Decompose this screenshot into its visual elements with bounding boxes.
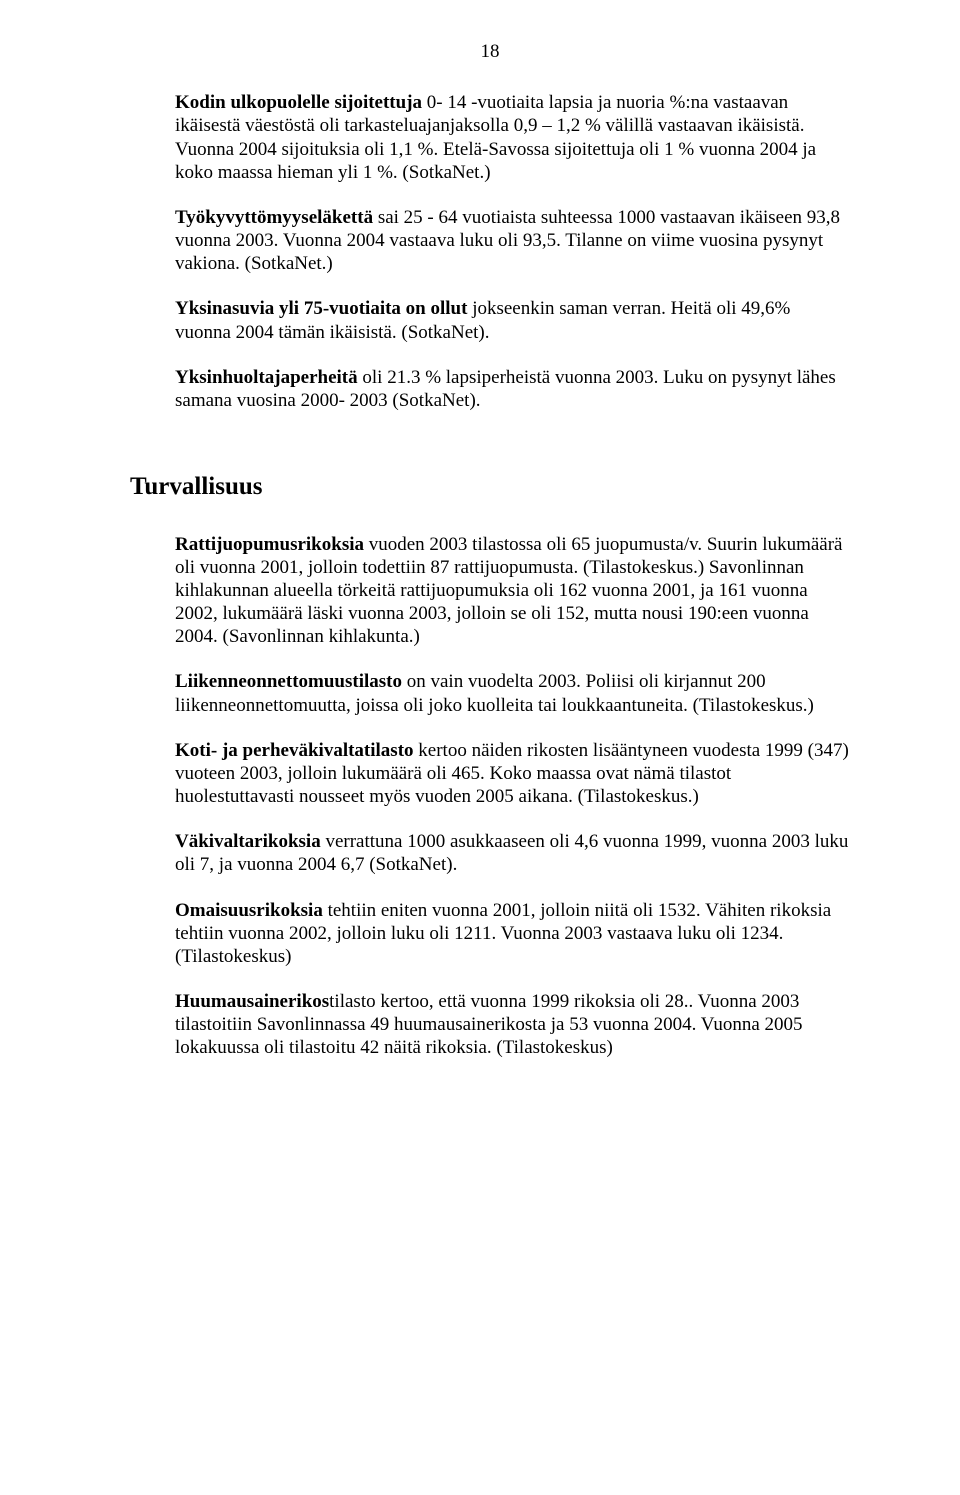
- paragraph-5: Rattijuopumusrikoksia vuoden 2003 tilast…: [175, 533, 850, 649]
- term-liikenneonnettomuus: Liikenneonnettomuustilasto: [175, 671, 402, 692]
- paragraph-4: Yksinhuoltajaperheitä oli 21.3 % lapsipe…: [175, 366, 850, 412]
- paragraph-7: Koti- ja perheväkivaltatilasto kertoo nä…: [175, 739, 850, 809]
- page-number: 18: [130, 40, 850, 63]
- paragraph-10: Huumausainerikostilasto kertoo, että vuo…: [175, 990, 850, 1060]
- paragraph-8: Väkivaltarikoksia verrattuna 1000 asukka…: [175, 830, 850, 876]
- term-omaisuusrikoksia: Omaisuusrikoksia: [175, 900, 323, 921]
- paragraph-2: Työkyvyttömyyseläkettä sai 25 - 64 vuoti…: [175, 206, 850, 276]
- term-kotivaki: Koti- ja perheväkivaltatilasto: [175, 740, 414, 761]
- term-rattijuopumus: Rattijuopumusrikoksia: [175, 534, 364, 555]
- term-kodin-ulkopuolelle: Kodin ulkopuolelle sijoitettuja: [175, 92, 422, 113]
- content-block-1: Kodin ulkopuolelle sijoitettuja 0- 14 -v…: [130, 91, 850, 412]
- document-page: 18 Kodin ulkopuolelle sijoitettuja 0- 14…: [0, 0, 960, 1495]
- paragraph-9: Omaisuusrikoksia tehtiin eniten vuonna 2…: [175, 899, 850, 969]
- term-yksinhuoltaja: Yksinhuoltajaperheitä: [175, 367, 358, 388]
- content-block-2: Rattijuopumusrikoksia vuoden 2003 tilast…: [130, 533, 850, 1060]
- term-tyokyvyttomyys: Työkyvyttömyyseläkettä: [175, 207, 373, 228]
- section-title-turvallisuus: Turvallisuus: [130, 472, 850, 503]
- term-yksinasuvia: Yksinasuvia yli 75-vuotiaita on ollut: [175, 298, 467, 319]
- term-huumausainerikos: Huumausainerikos: [175, 991, 329, 1012]
- paragraph-1: Kodin ulkopuolelle sijoitettuja 0- 14 -v…: [175, 91, 850, 184]
- paragraph-3: Yksinasuvia yli 75-vuotiaita on ollut jo…: [175, 297, 850, 343]
- term-vakivaltarikoksia: Väkivaltarikoksia: [175, 831, 321, 852]
- paragraph-6: Liikenneonnettomuustilasto on vain vuode…: [175, 670, 850, 716]
